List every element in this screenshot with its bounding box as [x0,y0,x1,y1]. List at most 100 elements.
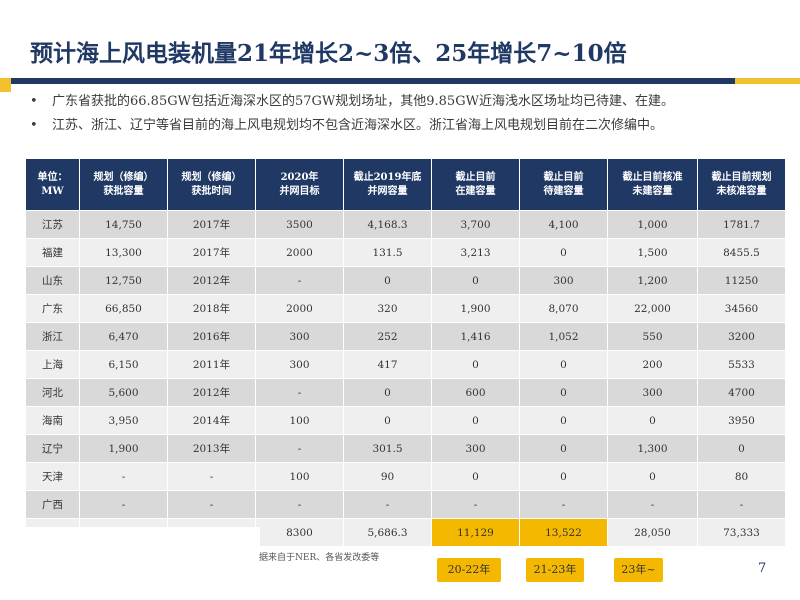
table-cell: 13,522 [519,518,608,547]
left-accent-bar [0,78,11,92]
table-row: 广东 66,850 2018年 2000 320 1,900 8,070 22,000 3456… [25,294,786,323]
province-cell: 河北 [25,378,80,407]
province-cell: 海南 [25,406,80,435]
table-cell: 66,850 [79,294,168,323]
table-cell: - [255,490,344,519]
table-cell: 300 [431,434,520,463]
table-cell: 1,000 [607,210,698,239]
table-cell: 28,050 [607,518,698,547]
table-cell: 0 [343,378,432,407]
table-row: 浙江 6,470 2016年 300 252 1,416 1,052 550 3200 [25,322,786,351]
header-cell: 截止2019年底 并网容量 [343,158,432,211]
table-row: 天津 - -100 90 0 0 0 80 [25,462,786,491]
table-cell: - [255,378,344,407]
header-cell: 截止目前 待建容量 [519,158,608,211]
table-cell: 2016年 [167,322,256,351]
province-cell: 福建 [25,238,80,267]
table-cell: - [431,490,520,519]
table-cell: 80 [697,462,786,491]
table-header-row: 单位： MW 规划（修编） 获批容量 规划（修编） 获批时间 2020年 并网目标 截止… [25,158,786,211]
table-cell: 2018年 [167,294,256,323]
table-cell: 0 [431,406,520,435]
table-row: 海南 3,950 2014年 100 0 0 0 0 3950 [25,406,786,435]
offshore-wind-table: 单位： MW 规划（修编） 获批容量 规划（修编） 获批时间 2020年 并网目标 截止… [25,158,786,547]
bullet-item: • 广东省获批的66.85GW包括近海深水区的57GW规划场址，其他9.85GW… [30,94,775,109]
table-cell: 300 [607,378,698,407]
table-cell: 131.5 [343,238,432,267]
table-cell: 4,168.3 [343,210,432,239]
table-cell: 8455.5 [697,238,786,267]
province-cell: 江苏 [25,210,80,239]
bullet-dot: • [30,94,38,109]
table-cell: 2017年 [167,210,256,239]
province-cell: 辽宁 [25,434,80,463]
table-cell: 2017年 [167,238,256,267]
table-cell: 300 [519,266,608,295]
table-cell: 73,333 [697,518,786,547]
table-cell: 3,213 [431,238,520,267]
table-cell: 300 [255,322,344,351]
table-cell: 5,686.3 [343,518,432,547]
province-cell: 浙江 [25,322,80,351]
table-cell: 3500 [255,210,344,239]
table-cell: 252 [343,322,432,351]
table-cell: 1781.7 [697,210,786,239]
table-cell: 0 [431,350,520,379]
table-cell: 3200 [697,322,786,351]
table-cell: 0 [607,462,698,491]
table-cell: 0 [519,350,608,379]
table-cell: 0 [697,434,786,463]
table-cell: 13,300 [79,238,168,267]
table-cell: 0 [519,238,608,267]
header-cell: 截止目前规划 未核准容量 [697,158,786,211]
table-cell: 34560 [697,294,786,323]
table-cell: 100 [255,406,344,435]
bullet-dot: • [30,118,38,133]
table-cell: 320 [343,294,432,323]
table-row: 福建 13,300 2017年 2000 131.5 3,213 0 1,500 8455.5 [25,238,786,267]
table-cell: 6,470 [79,322,168,351]
table-row: 江苏 14,750 2017年 3500 4,168.3 3,700 4,100 1,000 1… [25,210,786,239]
title-divider-accent [735,78,800,84]
table-cell: - [607,490,698,519]
table-cell: 6,150 [79,350,168,379]
table-cell: 0 [607,406,698,435]
table-cell: 100 [255,462,344,491]
table-cell: 1,500 [607,238,698,267]
province-cell: 上海 [25,350,80,379]
table-cell: 1,416 [431,322,520,351]
table-cell: 3,950 [79,406,168,435]
table-cell: 5533 [697,350,786,379]
table-cell: 2000 [255,238,344,267]
table-cell: 0 [431,266,520,295]
bullet-item: • 江苏、浙江、辽宁等省目前的海上风电规划均不包含近海深水区。浙江省海上风电规划… [30,118,775,133]
table-cell: 2012年 [167,266,256,295]
table-cell: 2014年 [167,406,256,435]
table-cell: - [255,266,344,295]
bullet-list: • 广东省获批的66.85GW包括近海深水区的57GW规划场址，其他9.85GW… [30,94,775,142]
table-cell: 11,129 [431,518,520,547]
page-title: 预计海上风电装机量21年增长2~3倍、25年增长7~10倍 [30,40,627,67]
table-cell: 1,052 [519,322,608,351]
table-cell: 200 [607,350,698,379]
table-row: 广西 - - - - - - - - [25,490,786,519]
page-number: 7 [758,561,767,576]
table-cell: 0 [519,406,608,435]
table-cell: 8,070 [519,294,608,323]
table-cell: 1,900 [431,294,520,323]
table-row: 上海 6,150 2011年 300 417 0 0 200 5533 [25,350,786,379]
header-cell: 单位： MW [25,158,80,211]
table-cell: 0 [431,462,520,491]
province-cell: 山东 [25,266,80,295]
header-cell: 规划（修编） 获批时间 [167,158,256,211]
table-cell: 22,000 [607,294,698,323]
table-cell: 4,100 [519,210,608,239]
table-cell: 1,300 [607,434,698,463]
table-cell: 0 [343,266,432,295]
province-cell: 广东 [25,294,80,323]
table-row: 辽宁 1,900 2013年 -301.5 300 0 1,300 0 [25,434,786,463]
table-cell: 11250 [697,266,786,295]
table-cell: 0 [343,406,432,435]
table-cell: 300 [255,350,344,379]
table-cell: - [697,490,786,519]
